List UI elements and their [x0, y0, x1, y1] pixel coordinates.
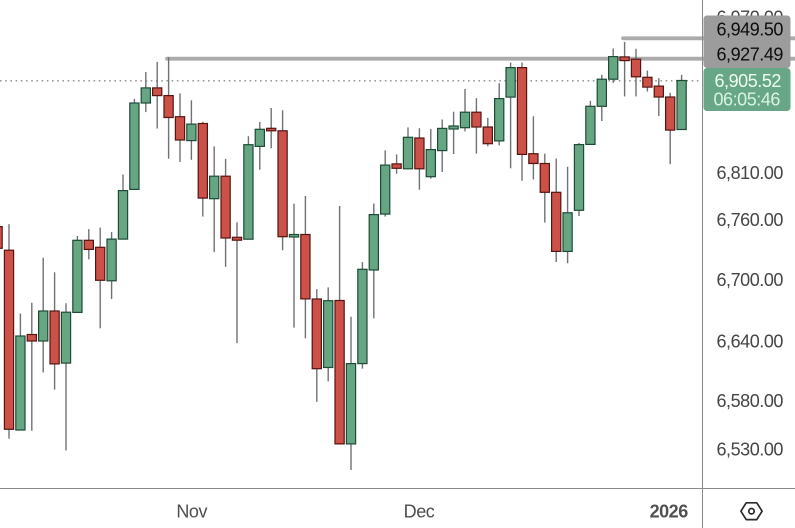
svg-text:06:05:46: 06:05:46 [714, 90, 781, 110]
svg-text:6,927.49: 6,927.49 [717, 44, 784, 64]
svg-text:6,580.00: 6,580.00 [717, 391, 784, 411]
svg-text:6,640.00: 6,640.00 [717, 331, 784, 351]
svg-text:6,700.00: 6,700.00 [717, 270, 784, 290]
svg-text:6,949.50: 6,949.50 [717, 19, 784, 39]
svg-text:Dec: Dec [404, 501, 435, 521]
svg-text:Nov: Nov [176, 501, 207, 521]
svg-text:2026: 2026 [650, 501, 689, 521]
svg-text:6,530.00: 6,530.00 [717, 439, 784, 459]
svg-text:6,760.00: 6,760.00 [717, 210, 784, 230]
svg-text:6,810.00: 6,810.00 [717, 163, 784, 183]
svg-text:6,905.52: 6,905.52 [715, 71, 782, 91]
